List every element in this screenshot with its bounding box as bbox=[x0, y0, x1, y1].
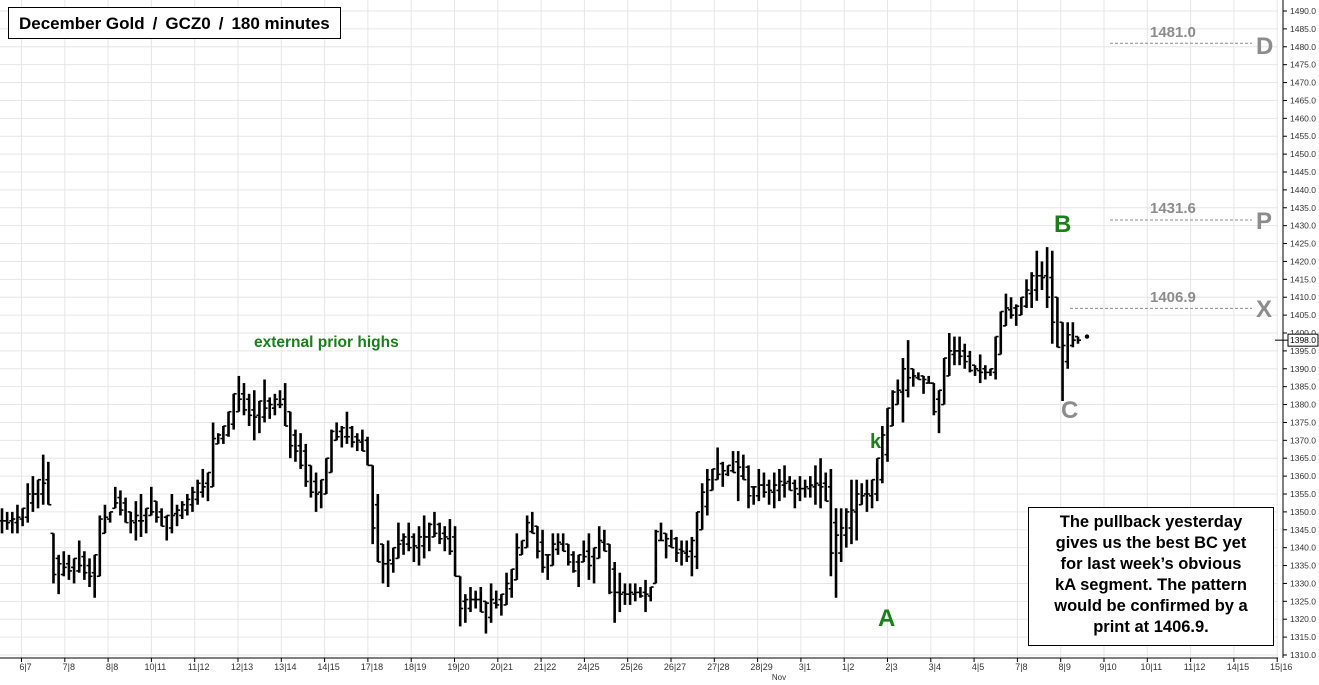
x-tick-label: 11|12 bbox=[1184, 662, 1206, 672]
title-symbol: GCZ0 bbox=[165, 14, 211, 33]
y-tick-label: 1310.0 bbox=[1290, 650, 1316, 660]
x-tick-label: 3|4 bbox=[929, 662, 941, 672]
annotation-X: X bbox=[1256, 296, 1273, 323]
y-tick-label: 1470.0 bbox=[1290, 78, 1316, 88]
annotation-A: A bbox=[878, 605, 896, 632]
x-tick-label: 11|12 bbox=[188, 662, 210, 672]
chart-title: December Gold / GCZ0/180 minutes bbox=[8, 7, 341, 39]
y-tick-label: 1345.0 bbox=[1290, 525, 1316, 535]
y-tick-label: 1480.0 bbox=[1290, 42, 1316, 52]
price-axis: 1310.0 1315.0 1320.0 1325.0 1330.0 1335.0 1340… bbox=[1275, 0, 1319, 660]
y-tick-label: 1330.0 bbox=[1290, 578, 1316, 588]
x-tick-label: 13|14 bbox=[274, 662, 296, 672]
y-tick-label: 1440.0 bbox=[1290, 185, 1316, 195]
x-tick-label: 18|19 bbox=[404, 662, 426, 672]
annotation-D: D bbox=[1256, 33, 1274, 60]
annotation-k: k bbox=[870, 431, 882, 453]
x-tick-label: 8|9 bbox=[1059, 662, 1071, 672]
x-tick-label: 1|2 bbox=[842, 662, 854, 672]
price-bars bbox=[0, 247, 1090, 634]
annotation-external-prior-highs: external prior highs bbox=[254, 334, 399, 351]
title-interval: 180 minutes bbox=[231, 14, 330, 33]
x-tick-label: 10|11 bbox=[1140, 662, 1162, 672]
y-tick-label: 1435.0 bbox=[1290, 203, 1316, 213]
x-tick-label: 19|20 bbox=[447, 662, 469, 672]
y-tick-label: 1385.0 bbox=[1290, 382, 1316, 392]
x-tick-label: 26|27 bbox=[664, 662, 686, 672]
x-tick-label: 15|16 bbox=[1270, 662, 1292, 672]
x-tick-label: 8|8 bbox=[106, 662, 118, 672]
title-instrument: December Gold bbox=[19, 14, 145, 33]
x-tick-label: 9|10 bbox=[1099, 662, 1116, 672]
annotation-B: B bbox=[1054, 211, 1072, 238]
y-tick-label: 1375.0 bbox=[1290, 417, 1316, 427]
level-label-X: 1406.9 bbox=[1150, 289, 1196, 306]
level-label-D: 1481.0 bbox=[1150, 24, 1196, 41]
y-tick-label: 1465.0 bbox=[1290, 95, 1316, 105]
x-tick-label: 7|8 bbox=[1015, 662, 1027, 672]
y-tick-label: 1340.0 bbox=[1290, 543, 1316, 553]
x-tick-label: 3|1 bbox=[799, 662, 811, 672]
x-tick-label: 20|21 bbox=[491, 662, 513, 672]
level-lines bbox=[1070, 42, 1252, 309]
x-month-label: Nov bbox=[772, 673, 786, 682]
y-tick-label: 1335.0 bbox=[1290, 561, 1316, 571]
last-price-dot bbox=[1084, 334, 1090, 339]
x-tick-label: 25|26 bbox=[621, 662, 643, 672]
y-tick-label: 1415.0 bbox=[1290, 274, 1316, 284]
x-tick-label: 14|15 bbox=[317, 662, 339, 672]
y-tick-label: 1325.0 bbox=[1290, 596, 1316, 606]
x-tick-label: 10|11 bbox=[145, 662, 167, 672]
y-tick-label: 1360.0 bbox=[1290, 471, 1316, 481]
time-axis: 6|7 7|8 8|8 10|11 11|12 12|13 13|14 14|15 17|18 1… bbox=[0, 657, 1292, 682]
y-tick-label: 1315.0 bbox=[1290, 632, 1316, 642]
x-tick-label: 4|5 bbox=[972, 662, 984, 672]
x-tick-label: 7|8 bbox=[63, 662, 75, 672]
x-tick-label: 24|25 bbox=[577, 662, 599, 672]
y-tick-label: 1430.0 bbox=[1290, 221, 1316, 231]
y-tick-label: 1425.0 bbox=[1290, 239, 1316, 249]
y-tick-label: 1405.0 bbox=[1290, 310, 1316, 320]
y-tick-label: 1370.0 bbox=[1290, 435, 1316, 445]
y-tick-label: 1485.0 bbox=[1290, 24, 1316, 34]
y-tick-label: 1450.0 bbox=[1290, 149, 1316, 159]
annotation-P: P bbox=[1256, 208, 1273, 235]
note-line: gives us the best BC yet bbox=[1055, 534, 1247, 552]
y-tick-label: 1395.0 bbox=[1290, 346, 1316, 356]
y-tick-label: 1390.0 bbox=[1290, 364, 1316, 374]
x-tick-label: 6|7 bbox=[19, 662, 31, 672]
y-tick-label: 1445.0 bbox=[1290, 167, 1316, 177]
note-line: kA segment. The pattern bbox=[1055, 576, 1247, 594]
y-tick-label: 1410.0 bbox=[1290, 292, 1316, 302]
x-tick-label: 12|13 bbox=[231, 662, 253, 672]
commentary-note: The pullback yesterday gives us the best… bbox=[1028, 507, 1274, 646]
y-tick-label: 1460.0 bbox=[1290, 113, 1316, 123]
y-tick-label: 1320.0 bbox=[1290, 614, 1316, 624]
x-tick-label: 21|22 bbox=[534, 662, 556, 672]
x-tick-label: 2|3 bbox=[885, 662, 897, 672]
level-label-P: 1431.6 bbox=[1150, 200, 1196, 217]
note-line: print at 1406.9. bbox=[1093, 618, 1209, 636]
current-price-label: 1398.0 bbox=[1290, 335, 1316, 345]
y-tick-label: 1455.0 bbox=[1290, 131, 1316, 141]
y-tick-label: 1400.0 bbox=[1290, 328, 1316, 338]
x-tick-label: 28|29 bbox=[750, 662, 772, 672]
x-tick-label: 17|18 bbox=[361, 662, 383, 672]
note-line: The pullback yesterday bbox=[1059, 513, 1243, 531]
x-tick-label: 27|28 bbox=[707, 662, 729, 672]
annotation-C: C bbox=[1061, 397, 1079, 424]
y-tick-label: 1365.0 bbox=[1290, 453, 1316, 463]
y-tick-label: 1355.0 bbox=[1290, 489, 1316, 499]
y-tick-label: 1380.0 bbox=[1290, 400, 1316, 410]
y-tick-label: 1350.0 bbox=[1290, 507, 1316, 517]
y-tick-label: 1475.0 bbox=[1290, 60, 1316, 70]
x-tick-label: 14|15 bbox=[1227, 662, 1249, 672]
y-tick-label: 1490.0 bbox=[1290, 6, 1316, 16]
note-line: for last week’s obvious bbox=[1060, 555, 1242, 573]
note-line: would be confirmed by a bbox=[1054, 597, 1248, 615]
y-tick-label: 1420.0 bbox=[1290, 256, 1316, 266]
